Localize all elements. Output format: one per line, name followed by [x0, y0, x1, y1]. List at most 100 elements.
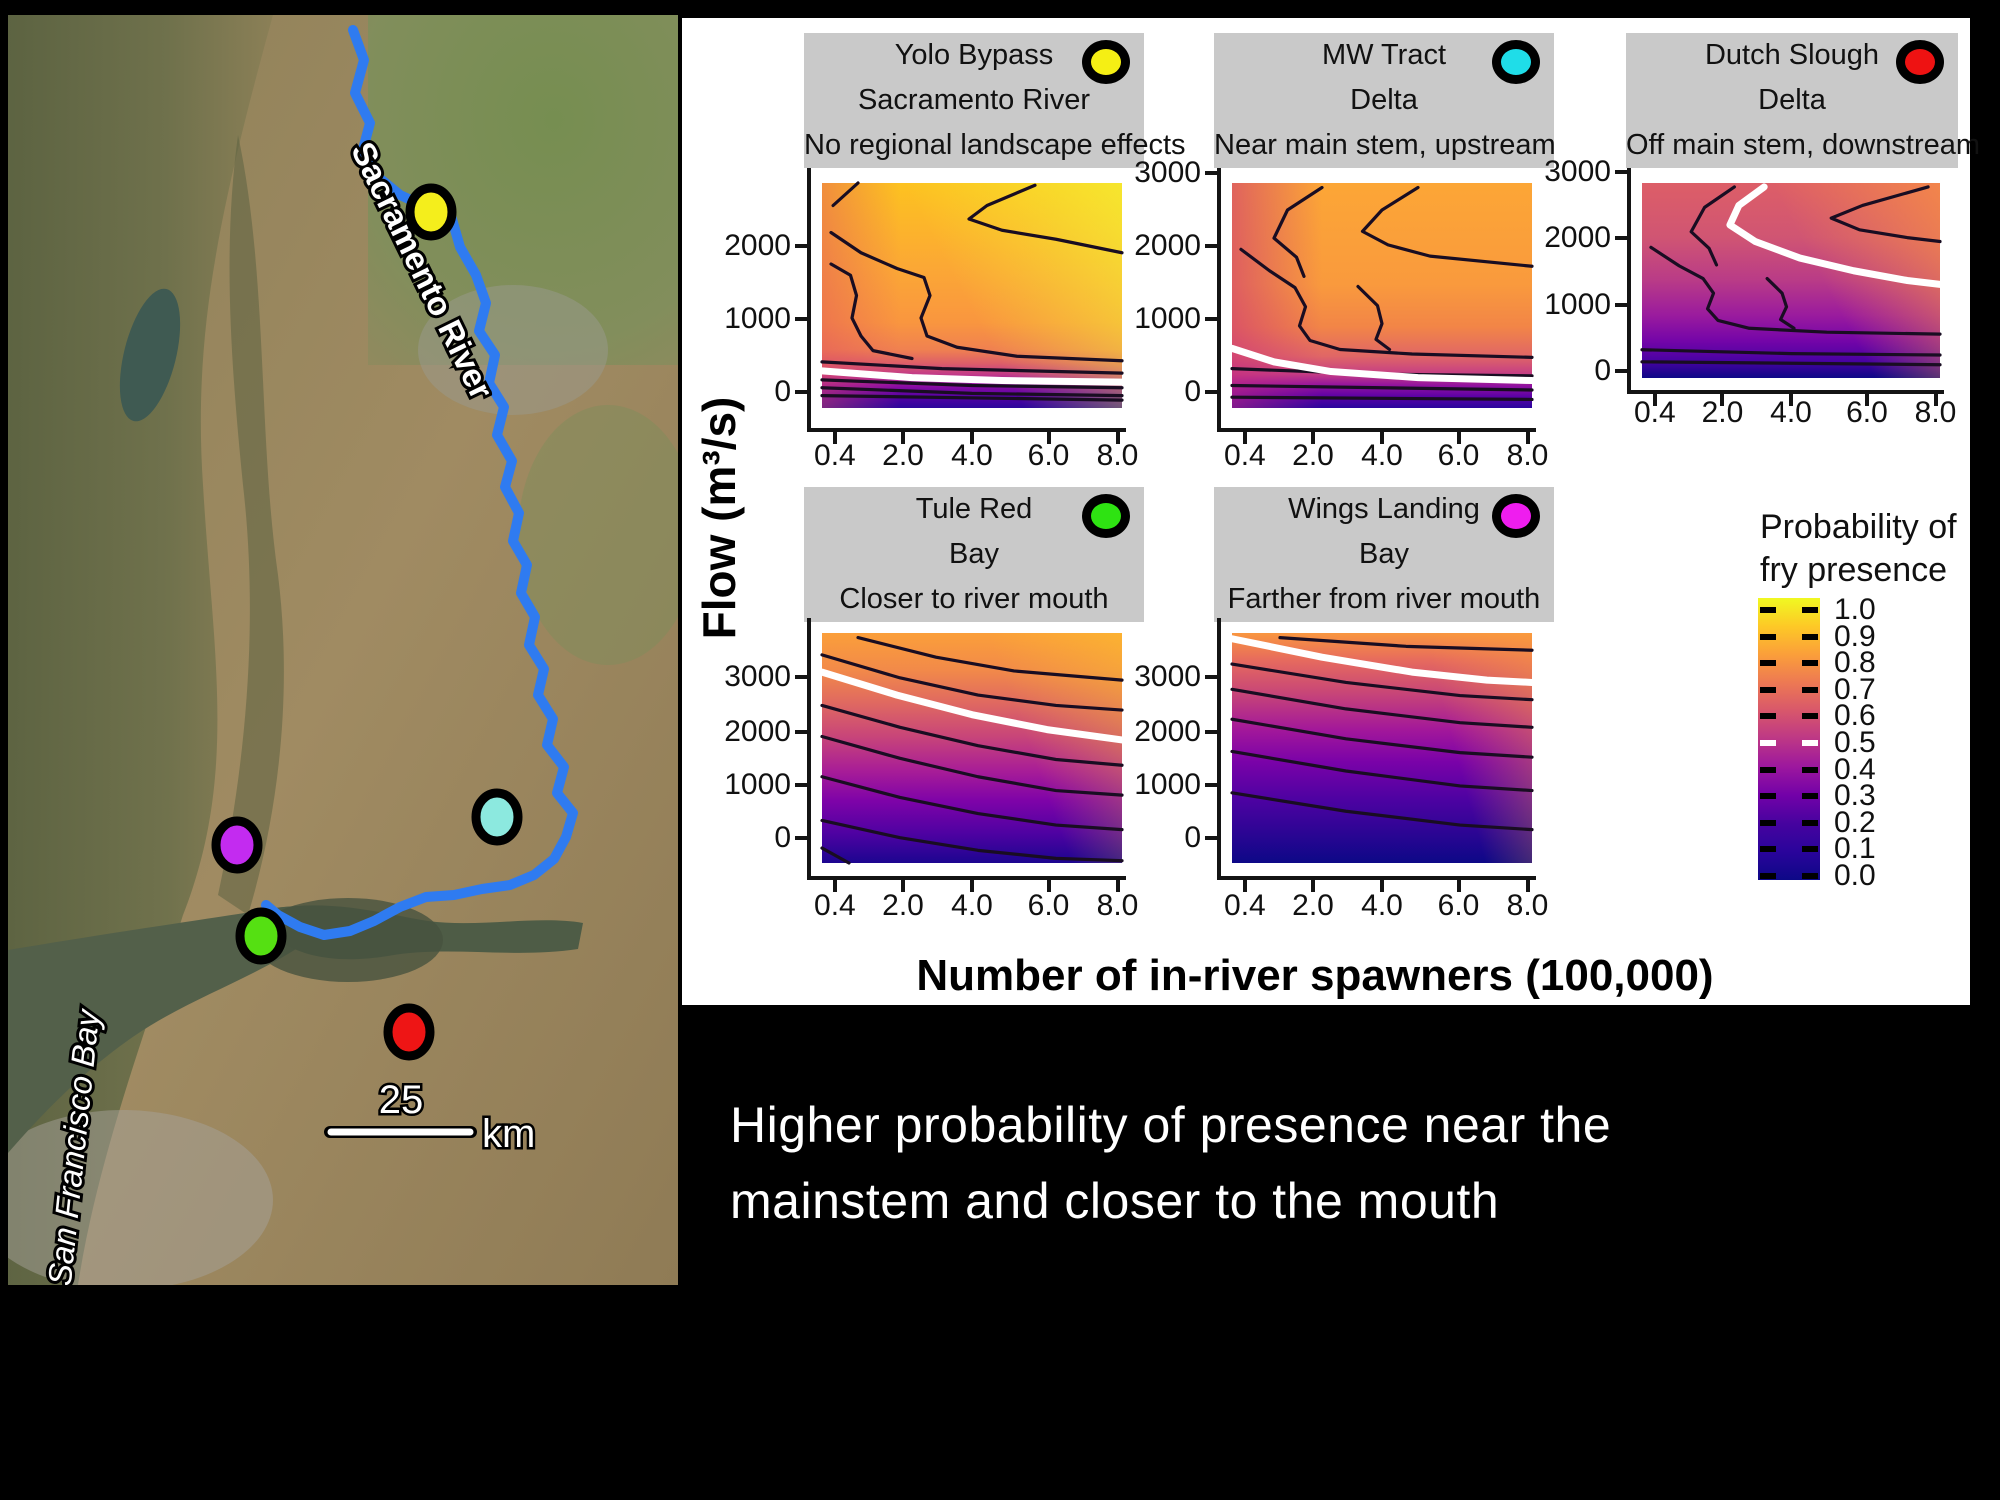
- site-marker-dot: [1492, 494, 1540, 538]
- x-tick-mark: [1046, 880, 1051, 892]
- site-marker-dot: [1082, 40, 1130, 84]
- contour-line: [833, 183, 858, 206]
- contour-line: [1280, 638, 1532, 651]
- map-bay-water: [8, 906, 320, 1153]
- contour-line: [822, 655, 1122, 710]
- x-tick-mark: [832, 432, 837, 444]
- x-tick-mark: [1456, 432, 1461, 444]
- x-tick-mark: [901, 880, 905, 892]
- x-tick-label: 4.0: [1361, 889, 1403, 922]
- y-tick-mark: [795, 317, 807, 321]
- contour-line: [822, 848, 849, 863]
- contour-0.5-white: [1232, 639, 1532, 683]
- colorbar-tick-label: 0.7: [1834, 672, 1876, 706]
- x-tick-label: 4.0: [951, 439, 993, 472]
- y-tick-label: 2000: [1544, 221, 1611, 254]
- panel-note-label: Near main stem, upstream: [1214, 129, 1556, 161]
- y-tick-mark: [1615, 236, 1627, 240]
- x-tick-label: 4.0: [1770, 396, 1812, 429]
- y-tick-label: 2000: [724, 229, 791, 262]
- x-tick-mark: [1525, 432, 1530, 444]
- colorbar-tick-label: 0.8: [1834, 646, 1876, 680]
- contour-line: [1232, 369, 1532, 376]
- contour-line: [1767, 279, 1794, 329]
- map-dot-wings-landing: [211, 816, 263, 874]
- panel-region-label: Sacramento River: [857, 84, 1091, 116]
- colorbar-tick-label: 0.5: [1834, 726, 1876, 759]
- panel-site-label: Yolo Bypass: [894, 39, 1054, 71]
- colorbar-title-line1: Probability of: [1760, 508, 1957, 546]
- contour-line: [822, 388, 1122, 396]
- colorbar-tick: [1760, 793, 1776, 800]
- panel-note-label: No regional landscape effects: [804, 129, 1186, 161]
- x-tick-mark: [901, 432, 905, 444]
- x-tick-mark: [1456, 880, 1461, 892]
- plot-frame: [1627, 168, 1944, 394]
- x-tick-mark: [1115, 880, 1120, 892]
- y-tick-mark: [1205, 390, 1217, 394]
- y-tick-label: 2000: [1134, 229, 1201, 262]
- y-tick-mark: [795, 244, 807, 248]
- contour-line: [822, 396, 1122, 401]
- y-tick-mark: [1205, 783, 1217, 787]
- plot-frame: [807, 168, 1126, 432]
- y-tick-mark: [795, 730, 807, 734]
- contour-line: [1232, 793, 1532, 830]
- contour-line: [1642, 362, 1940, 365]
- panel-region-label: Delta: [1350, 84, 1418, 116]
- contour-line: [969, 185, 1122, 253]
- x-tick-mark: [1311, 880, 1315, 892]
- contour-lines: [822, 183, 1122, 408]
- y-tick-mark: [1205, 836, 1217, 840]
- x-tick-mark: [1720, 394, 1725, 406]
- panel-site-label: MW Tract: [1321, 39, 1447, 71]
- x-tick-label: 8.0: [1096, 889, 1139, 922]
- colorbar-tick-label: 0.1: [1834, 832, 1876, 866]
- colorbar-tick: [1802, 873, 1818, 879]
- site-marker-dot: [1896, 40, 1944, 84]
- panel-site-label: Dutch Slough: [1704, 39, 1880, 71]
- contour-line: [1831, 187, 1940, 242]
- contour-lines: [822, 633, 1122, 863]
- y-tick-mark: [1205, 317, 1217, 321]
- map-farm-patch: [518, 405, 678, 665]
- scalebar-value: 25: [379, 1078, 424, 1122]
- contour-line: [822, 362, 1122, 373]
- map-dot-mw-tract: [471, 788, 523, 846]
- x-tick-label: 0.4: [1224, 439, 1266, 472]
- x-tick-label: 2.0: [882, 889, 924, 922]
- heatmap-surface: [1232, 633, 1532, 863]
- colorbar-tick: [1760, 819, 1776, 826]
- x-tick-label: 6.0: [1027, 889, 1070, 922]
- figure-panel: Flow (m³/s) Number of in-river spawners …: [682, 18, 1980, 1005]
- colorbar-tick: [1760, 607, 1776, 613]
- colorbar-tick-label: 0.4: [1834, 752, 1876, 786]
- colorbar-tick: [1760, 766, 1776, 773]
- x-tick-mark: [1933, 394, 1938, 406]
- contour-line: [1651, 247, 1940, 334]
- contour-line: [831, 233, 1122, 361]
- plot-frame: [1217, 618, 1536, 880]
- contour-lines: [1232, 633, 1532, 863]
- colorbar-tick: [1802, 713, 1818, 720]
- contour-0.5-white: [1730, 187, 1940, 285]
- map-ridge: [218, 135, 284, 915]
- x-tick-mark: [1380, 432, 1384, 444]
- y-axis-title: Flow (m³/s): [693, 396, 745, 640]
- x-tick-label: 2.0: [882, 439, 924, 472]
- colorbar-title: Probability of fry presence: [1760, 506, 1957, 592]
- map-dot-dutch-slough: [383, 1003, 435, 1061]
- colorbar-tick: [1802, 819, 1818, 826]
- contour-line: [1232, 397, 1532, 399]
- contour-line: [1691, 187, 1734, 265]
- x-tick-mark: [1525, 880, 1530, 892]
- x-tick-mark: [1380, 880, 1384, 892]
- colorbar-tick: [1760, 633, 1776, 640]
- panel-note-label: Closer to river mouth: [839, 583, 1109, 615]
- contour-line: [1232, 751, 1532, 790]
- y-tick-label: 0: [774, 821, 791, 854]
- scalebar-unit: km: [482, 1112, 535, 1156]
- contour-lines: [1642, 183, 1940, 378]
- caption-line1: Higher probability of presence near the: [730, 1097, 1612, 1153]
- contour-line: [1232, 386, 1532, 391]
